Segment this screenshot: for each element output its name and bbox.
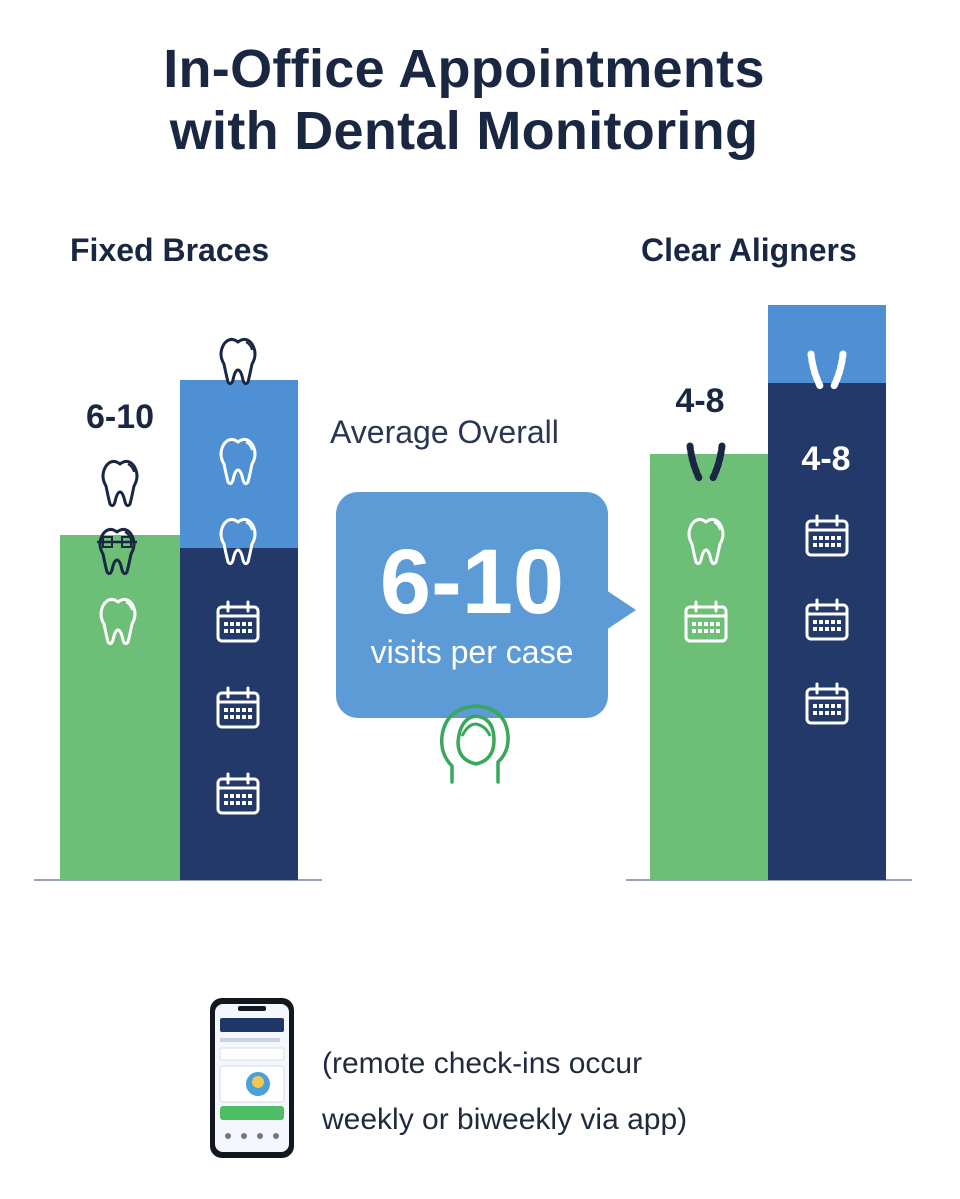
value-label-clear-aligners-2: 4-8 <box>801 440 850 478</box>
tooth-icon <box>219 437 257 486</box>
footnote-line-1: (remote check-ins occur <box>322 1047 643 1080</box>
average-bubble: 6-10 visits per case <box>336 492 608 718</box>
aligner-icon <box>686 442 726 484</box>
bar-chart: 6-10 4-8 4-8 <box>34 305 912 881</box>
calendar-icon <box>216 772 260 815</box>
average-value: 6-10 <box>379 531 565 633</box>
value-label-clear-aligners-1: 4-8 <box>675 382 724 420</box>
tooth-with-braces-icon <box>97 527 137 576</box>
smartphone-app-icon <box>210 998 294 1158</box>
bar-fixed-braces-1 <box>60 535 180 880</box>
tooth-icon <box>219 517 257 566</box>
tooth-icon <box>101 459 139 508</box>
tooth-icon <box>687 517 725 566</box>
bar-clear-aligners-1 <box>650 454 768 880</box>
average-label: Average Overall <box>330 414 559 450</box>
group-label-fixed-braces: Fixed Braces <box>70 232 270 268</box>
bubble-pointer <box>606 590 636 630</box>
bar-clear-aligners-2-segment-2 <box>768 383 886 880</box>
calendar-icon <box>805 514 849 557</box>
footnote: (remote check-ins occur weekly or biweek… <box>322 1036 762 1148</box>
title-line-1: In-Office Appointments <box>163 39 765 99</box>
calendar-icon <box>805 682 849 725</box>
bar-clear-aligners-2-segment-1 <box>768 305 886 383</box>
footnote-line-2: weekly or biweekly via app) <box>322 1103 688 1136</box>
average-unit: visits per case <box>370 634 574 670</box>
calendar-icon <box>684 600 728 643</box>
calendar-icon <box>216 686 260 729</box>
patient-head-icon <box>439 704 510 784</box>
calendar-icon <box>216 600 260 643</box>
title-line-2: with Dental Monitoring <box>169 101 759 161</box>
page-title: In-Office Appointments with Dental Monit… <box>0 38 928 162</box>
aligner-icon <box>807 350 847 392</box>
value-label-fixed-braces-1: 6-10 <box>86 398 154 436</box>
group-label-clear-aligners: Clear Aligners <box>641 232 857 268</box>
tooth-icon <box>219 337 257 386</box>
calendar-icon <box>805 598 849 641</box>
bar-fixed-braces-2-segment-2 <box>180 548 298 880</box>
tooth-icon <box>99 597 137 646</box>
